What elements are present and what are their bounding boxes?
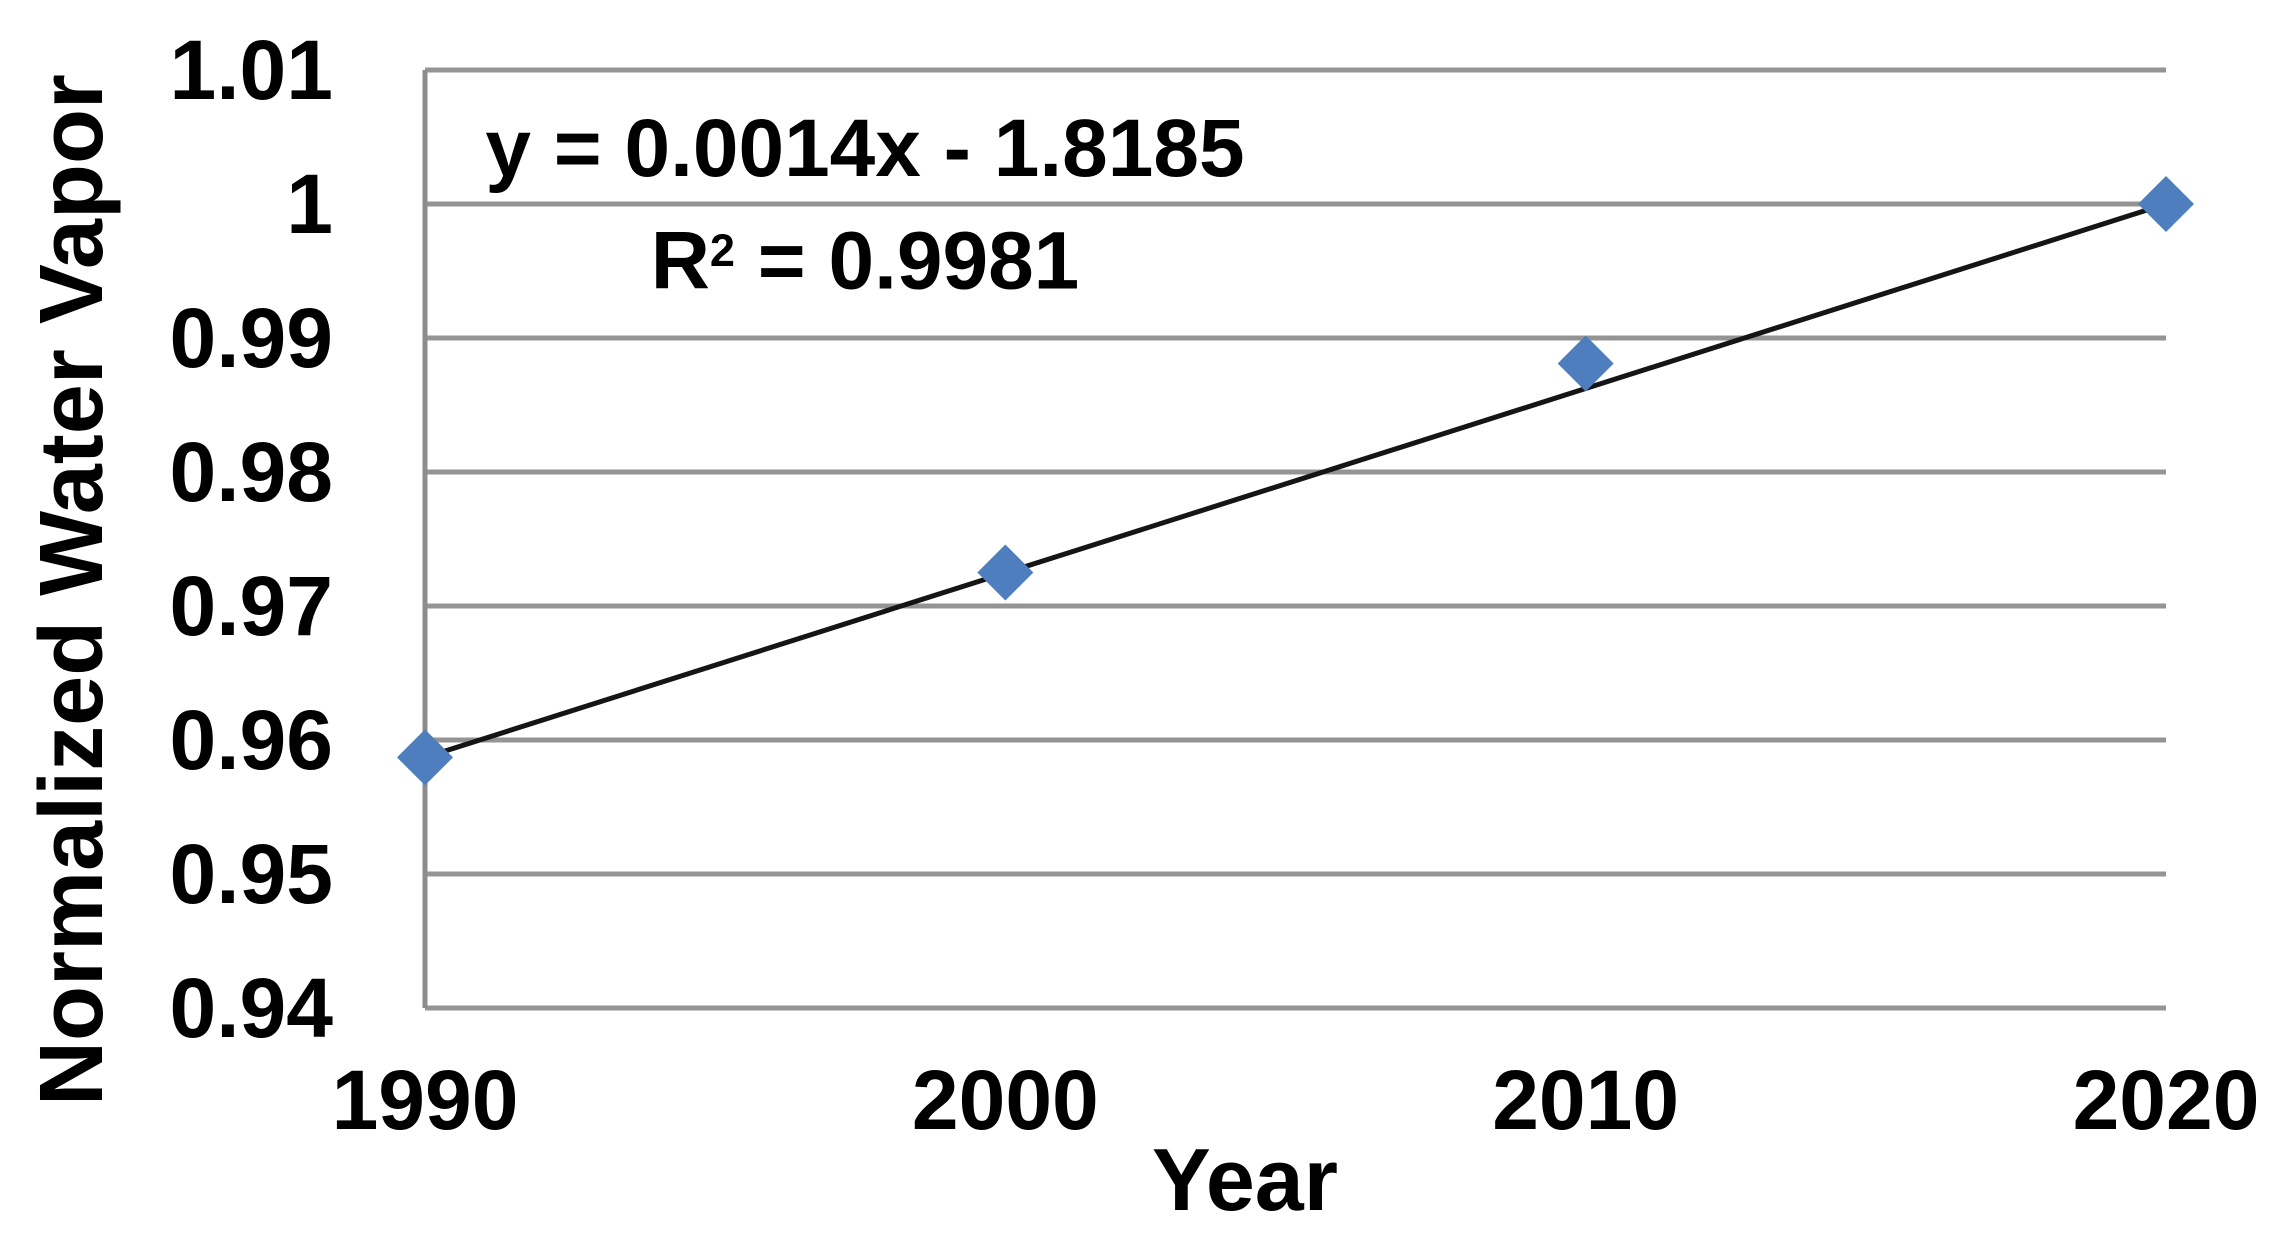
data-point-marker xyxy=(397,729,453,786)
trendline-r2-label: R2 = 0.9981 xyxy=(425,205,1305,308)
data-point-marker xyxy=(2138,176,2194,232)
trendline-equation-label: y = 0.0014x - 1.8185 xyxy=(485,103,1245,194)
data-point-marker xyxy=(1557,335,1614,392)
x-axis-title: Year xyxy=(1152,1130,1338,1229)
data-point-marker xyxy=(977,544,1034,601)
r2-value: = 0.9981 xyxy=(735,215,1080,307)
x-tick-label: 2020 xyxy=(2072,1053,2260,1147)
y-tick-label: 0.97 xyxy=(169,559,334,653)
y-tick-label: 0.95 xyxy=(169,827,334,921)
y-tick-label: 0.99 xyxy=(169,291,334,385)
y-tick-label: 1.01 xyxy=(169,23,334,117)
trendline xyxy=(424,201,2167,760)
x-tick-label: 2010 xyxy=(1492,1053,1680,1147)
y-tick-label: 1 xyxy=(286,157,333,251)
x-tick-label: 2000 xyxy=(911,1053,1099,1147)
y-tick-label: 0.96 xyxy=(169,693,334,787)
r2-base: R xyxy=(650,215,710,307)
y-tick-label: 0.94 xyxy=(169,961,334,1055)
r2-superscript: 2 xyxy=(709,225,736,276)
y-tick-label: 0.98 xyxy=(169,425,334,519)
x-tick-label: 1990 xyxy=(331,1053,519,1147)
